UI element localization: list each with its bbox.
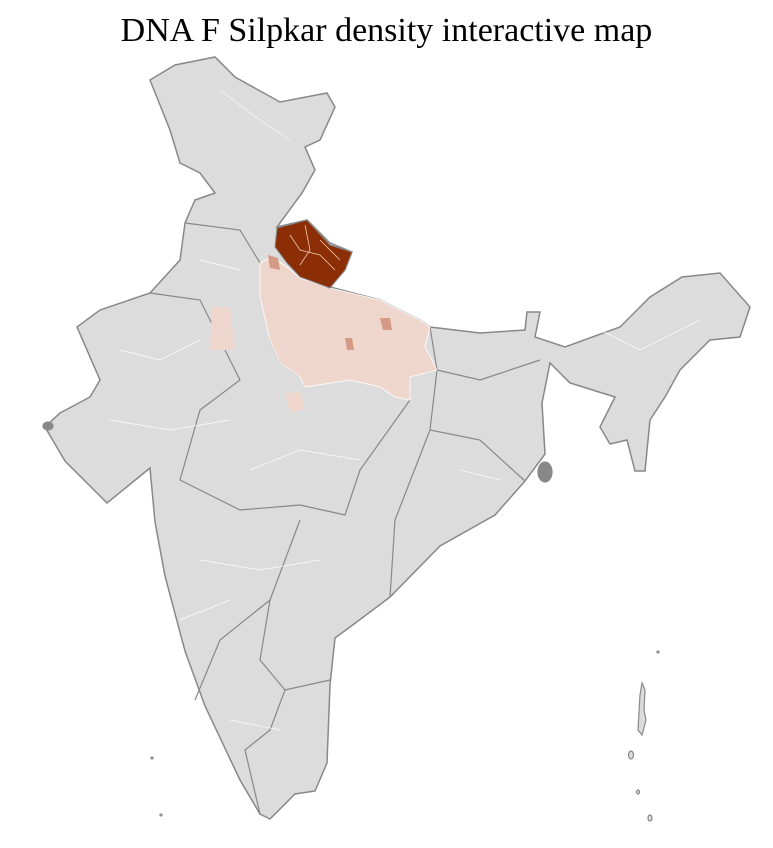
island bbox=[635, 789, 641, 795]
region-mp-patch[interactable] bbox=[285, 392, 305, 412]
state-border bbox=[149, 292, 241, 481]
state-border bbox=[429, 429, 526, 482]
state-border bbox=[259, 599, 331, 691]
region-uttar-pradesh[interactable] bbox=[259, 256, 438, 401]
country-mainland bbox=[44, 56, 751, 820]
island bbox=[647, 814, 653, 822]
state-border bbox=[194, 519, 301, 701]
island bbox=[150, 756, 154, 760]
andaman-islands bbox=[637, 680, 647, 737]
island bbox=[159, 813, 163, 817]
state-border bbox=[389, 369, 438, 598]
district-lines bbox=[109, 89, 701, 731]
region-medium-2[interactable] bbox=[345, 338, 354, 350]
uttarakhand-district-lines bbox=[289, 224, 341, 271]
region-uttarakhand[interactable] bbox=[274, 219, 353, 289]
density-regions bbox=[210, 219, 438, 412]
kutch-patch bbox=[42, 421, 54, 431]
island bbox=[627, 750, 635, 760]
islands bbox=[42, 421, 660, 822]
map-title: DNA F Silpkar density interactive map bbox=[120, 12, 653, 49]
sundarbans-patch bbox=[537, 461, 553, 483]
state-border bbox=[179, 399, 411, 516]
island bbox=[656, 650, 660, 654]
mainland-outline[interactable] bbox=[44, 56, 751, 820]
state-border bbox=[429, 326, 541, 381]
state-border bbox=[244, 689, 286, 815]
region-medium-3[interactable] bbox=[268, 255, 280, 270]
region-rajasthan-patch[interactable] bbox=[210, 307, 235, 350]
region-medium-1[interactable] bbox=[380, 318, 392, 330]
